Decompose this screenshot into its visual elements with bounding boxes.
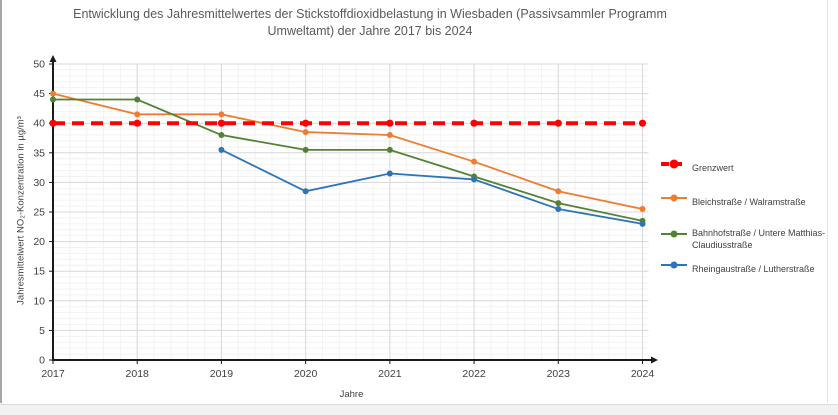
data-point-rheingaustra-e-lutherstra-e: [302, 188, 309, 195]
series-bleichstra-e-walramstra-e: [50, 90, 646, 213]
legend-item-bleichstrasse: Bleichstraße / Walramstraße: [661, 192, 837, 210]
x-tick-label: 2021: [378, 368, 402, 380]
y-tick-label: 20: [33, 236, 45, 248]
data-point-bleichstra-e-walramstra-e: [134, 111, 141, 118]
y-tick-label: 35: [33, 147, 45, 159]
y-tick-label: 0: [39, 355, 45, 367]
series-line-bleichstra-e-walramstra-e: [52, 92, 643, 210]
legend-item-bahnhofstrasse: Bahnhofstraße / Untere Matthias-Claudius…: [661, 228, 837, 253]
data-point-grenzwert: [217, 119, 226, 127]
y-tick-label: 25: [33, 207, 45, 219]
window-bottom-bar: [0, 404, 838, 415]
data-point-bleichstra-e-walramstra-e: [639, 206, 646, 213]
legend-label: Rheingaustraße / Lutherstraße: [692, 264, 815, 274]
data-point-grenzwert: [133, 119, 141, 127]
data-point-grenzwert: [470, 119, 478, 127]
series-line-rheingaustra-e-lutherstra-e: [221, 149, 643, 225]
y-tick-label: 15: [33, 266, 45, 278]
legend-label: Bleichstraße / Walramstraße: [692, 197, 806, 207]
data-point-bleichstra-e-walramstra-e: [50, 90, 56, 97]
data-point-bahnhofstra-e-untere-matthias-claudiusstra-e: [386, 146, 393, 153]
x-tick-label: 2017: [41, 368, 65, 380]
x-axis-title: Jahre: [339, 389, 364, 400]
data-point-bahnhofstra-e-untere-matthias-claudiusstra-e: [555, 200, 562, 207]
data-point-rheingaustra-e-lutherstra-e: [218, 146, 225, 153]
x-axis-arrow-icon: [651, 356, 658, 364]
y-tick-label: 30: [33, 177, 45, 189]
series-rheingaustra-e-lutherstra-e: [218, 146, 646, 227]
chart-title-line2: Umweltamt) der Jahre 2017 bis 2024: [267, 24, 473, 38]
x-tick-label: 2018: [126, 368, 150, 380]
data-point-grenzwert: [49, 119, 57, 127]
x-tick-label: 2024: [631, 368, 655, 380]
series-line-bahnhofstra-e-untere-matthias-claudiusstra-e: [53, 98, 643, 222]
bleichstrasse-line-icon: [661, 192, 687, 203]
data-point-grenzwert: [638, 119, 647, 127]
data-point-bahnhofstra-e-untere-matthias-claudiusstra-e: [302, 146, 309, 153]
y-tick-label: 40: [33, 118, 45, 130]
axes: [49, 55, 658, 364]
grenzwert-dashed-line-icon: [661, 158, 687, 169]
y-axis-title: Jahresmittelwert NO₂-Konzentration in µg…: [15, 116, 27, 305]
data-point-bleichstra-e-walramstra-e: [386, 132, 393, 139]
data-point-bleichstra-e-walramstra-e: [218, 111, 225, 118]
x-tick-label: 2020: [294, 368, 318, 380]
legend-item-rheingaustrasse: Rheingaustraße / Lutherstraße: [661, 259, 837, 277]
data-point-bahnhofstra-e-untere-matthias-claudiusstra-e: [50, 96, 56, 103]
major-gridlines: [52, 63, 649, 360]
data-point-bahnhofstra-e-untere-matthias-claudiusstra-e: [134, 96, 141, 103]
data-point-rheingaustra-e-lutherstra-e: [555, 206, 562, 213]
chart-title: Entwicklung des Jahresmittelwertes der S…: [40, 6, 700, 40]
bahnhofstrasse-line-icon: [661, 228, 687, 239]
legend-item-grenzwert: Grenzwert: [661, 158, 837, 176]
window-right-border: [827, 0, 828, 403]
data-point-grenzwert: [386, 119, 394, 127]
data-point-bleichstra-e-walramstra-e: [471, 158, 478, 165]
y-tick-label: 50: [33, 59, 45, 71]
y-axis-arrow-icon: [49, 55, 57, 62]
data-point-bahnhofstra-e-untere-matthias-claudiusstra-e: [218, 132, 225, 139]
y-tick-label: 5: [39, 325, 45, 337]
series-grenzwert: [49, 119, 647, 127]
data-point-grenzwert: [302, 119, 310, 127]
data-point-bleichstra-e-walramstra-e: [302, 129, 309, 136]
data-point-rheingaustra-e-lutherstra-e: [471, 176, 478, 183]
y-tick-label: 45: [33, 88, 45, 100]
legend-label: Grenzwert: [692, 163, 734, 173]
x-tick-label: 2019: [210, 368, 234, 380]
legend-label: Bahnhofstraße / Untere Matthias-Claudius…: [692, 228, 826, 250]
data-point-rheingaustra-e-lutherstra-e: [386, 170, 393, 177]
rheingaustrasse-line-icon: [661, 259, 687, 270]
data-point-rheingaustra-e-lutherstra-e: [639, 220, 646, 227]
x-tick-label: 2022: [462, 368, 486, 380]
chart-title-line1: Entwicklung des Jahresmittelwertes der S…: [73, 7, 667, 21]
data-point-grenzwert: [554, 119, 562, 127]
data-point-bleichstra-e-walramstra-e: [555, 188, 562, 195]
window-left-border: [0, 0, 2, 403]
x-tick-label: 2023: [547, 368, 571, 380]
y-tick-label: 10: [33, 295, 45, 307]
tick-labels: 0 5 10 15 20 25 30 35 40 45 50 2017 2018 2019 2020 2021…: [33, 59, 654, 381]
